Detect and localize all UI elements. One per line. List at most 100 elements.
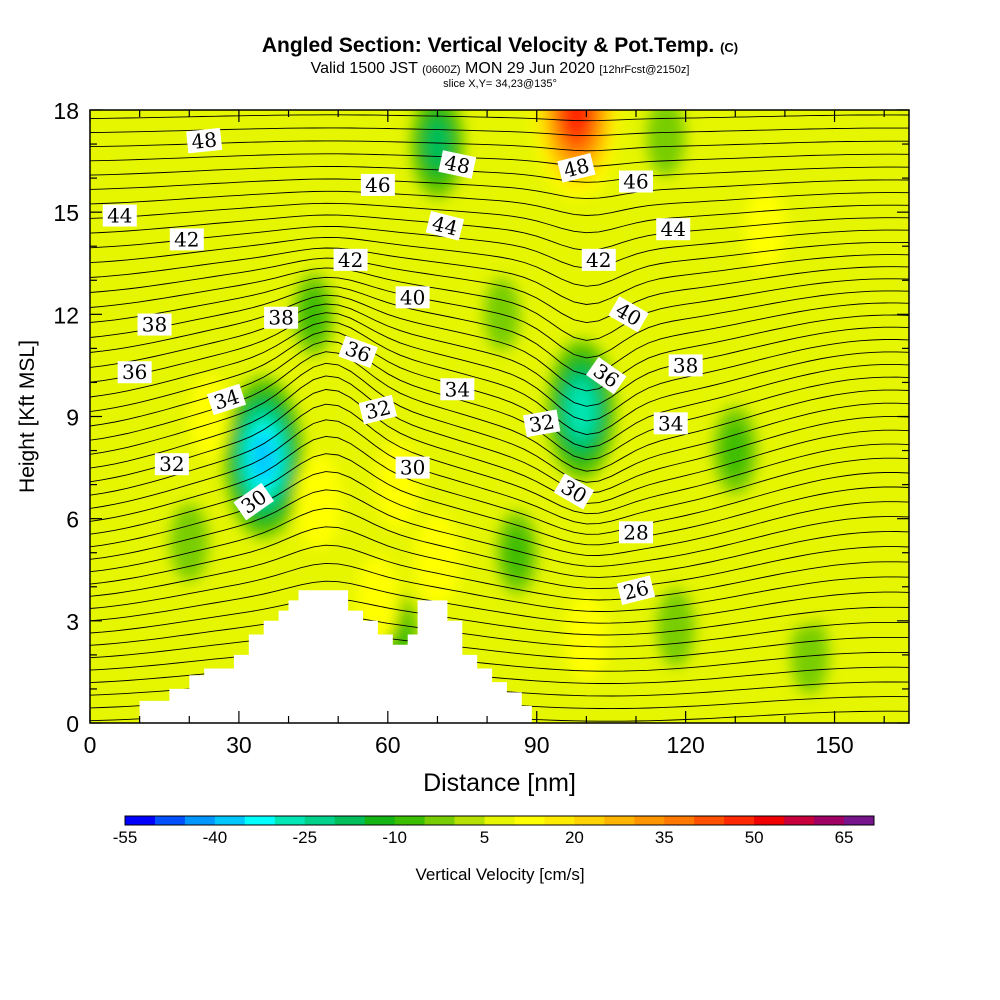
vertical-velocity-field	[90, 102, 909, 723]
isentrope	[90, 236, 909, 287]
isentrope-label-text: 26	[621, 575, 652, 604]
isentrope-label-text: 48	[442, 150, 472, 179]
y-tick-label: 6	[66, 507, 79, 533]
isentrope-label: 38	[668, 353, 703, 377]
isentrope-label-box	[557, 153, 596, 183]
isentrope-label: 32	[523, 409, 561, 437]
colorbar-swatch	[125, 816, 156, 825]
isentrope	[90, 257, 909, 324]
isentrope-label: 48	[186, 127, 223, 154]
chart-subtitle: Valid 1500 JST (0600Z) MON 29 Jun 2020 […	[0, 60, 1000, 79]
subtitle-forecast: [12hrFcst@2150z]	[599, 64, 690, 76]
isentrope-label: 42	[333, 248, 368, 272]
colorbar-swatch	[424, 816, 455, 825]
updraft-core	[477, 122, 517, 200]
isentrope-label-box	[668, 354, 703, 377]
isentrope-label-box	[619, 170, 653, 193]
isentrope-label-box	[360, 173, 395, 196]
y-tick-label: 9	[66, 405, 79, 431]
chart-title: Angled Section: Vertical Velocity & Pot.…	[0, 34, 1000, 60]
isentrope	[90, 598, 909, 636]
colorbar-swatch	[484, 816, 515, 825]
isentrope-label-box	[585, 356, 627, 395]
colorbar-swatch	[334, 816, 366, 825]
isentrope-label: 46	[619, 170, 653, 194]
isentrope	[90, 375, 909, 494]
terrain	[139, 590, 532, 723]
isentrope	[90, 489, 909, 567]
isentrope	[90, 303, 909, 407]
updraft-core	[375, 440, 420, 529]
colorbar-tick-label: 5	[480, 828, 489, 847]
title-mark: (C)	[720, 40, 739, 55]
isentrope-label: 42	[581, 248, 616, 272]
isentrope	[90, 389, 909, 504]
isentrope-label-box	[656, 218, 691, 241]
isentrope-label-text: 30	[400, 456, 425, 480]
isentrope-label-box	[438, 150, 477, 179]
isentrope	[90, 362, 909, 483]
colorbar-swatch	[754, 816, 785, 825]
isentrope-label-text: 44	[107, 204, 132, 228]
isentrope	[90, 471, 909, 556]
isentrope-label-text: 40	[400, 285, 425, 309]
isentrope-label-box	[358, 394, 398, 425]
isentrope-label: 34	[440, 377, 475, 401]
isentrope	[90, 312, 909, 422]
colorbar-swatch	[634, 816, 665, 825]
isentrope	[90, 285, 909, 376]
isentrope-label-text: 34	[445, 377, 470, 401]
isentrope-label-box	[169, 228, 204, 251]
x-axis: 0 30 60 90 120 150 Distance [nm]	[84, 110, 885, 797]
isentrope-label: 42	[169, 227, 204, 251]
colorbar-tick-label: -10	[382, 828, 407, 847]
colorbar-swatch	[514, 816, 545, 825]
downdraft-core	[790, 616, 829, 694]
updraft-core-band	[563, 110, 590, 137]
title-text: Angled Section: Vertical Velocity & Pot.…	[261, 34, 715, 57]
updraft-core-band	[179, 604, 220, 685]
isentrope	[90, 102, 909, 107]
isentrope	[90, 178, 909, 200]
x-tick-label: 150	[815, 732, 853, 758]
isentrope-label-text: 34	[658, 411, 683, 435]
y-tick-label: 15	[53, 200, 79, 226]
isentrope-label-box	[333, 248, 368, 271]
updraft-core-band	[295, 454, 342, 549]
colorbar-swatch	[274, 816, 306, 825]
updraft-core	[179, 604, 220, 685]
isentrope	[90, 562, 909, 612]
x-tick-label: 90	[524, 732, 550, 758]
isentrope-label-box	[653, 412, 688, 435]
downdraft-core-band	[720, 421, 750, 480]
updraft-core	[564, 593, 609, 683]
isentrope	[90, 127, 909, 137]
colorbar-tick-label: 20	[565, 828, 584, 847]
colorbar-swatch	[364, 816, 396, 825]
updraft-core	[785, 547, 824, 626]
isentrope	[90, 419, 909, 525]
colorbar-swatch	[844, 816, 875, 825]
isentrope-label-box	[137, 313, 172, 336]
downdraft-core-band	[503, 525, 531, 581]
updraft-core-band	[375, 440, 420, 529]
isentrope-label-box	[338, 335, 378, 368]
isentrope	[90, 276, 909, 359]
isentrope-label: 40	[395, 285, 430, 309]
isentrope-label-box	[154, 453, 189, 476]
colorbar-swatch	[784, 816, 815, 825]
isentrope-label-text: 46	[365, 173, 390, 197]
isentrope-label: 28	[619, 520, 653, 544]
isentrope-label-box	[102, 204, 137, 227]
isentrope	[90, 526, 909, 590]
isentrope-label-text: 38	[268, 306, 293, 330]
colorbar-tick-label: 50	[745, 828, 764, 847]
isentrope-label-text: 28	[623, 520, 648, 544]
isentrope	[90, 153, 909, 167]
isentrope-label-text: 42	[174, 227, 199, 251]
colorbar-swatch	[394, 816, 425, 825]
isentrope	[90, 190, 909, 216]
isentrope	[90, 648, 909, 672]
isentrope-label-text: 48	[561, 153, 592, 182]
